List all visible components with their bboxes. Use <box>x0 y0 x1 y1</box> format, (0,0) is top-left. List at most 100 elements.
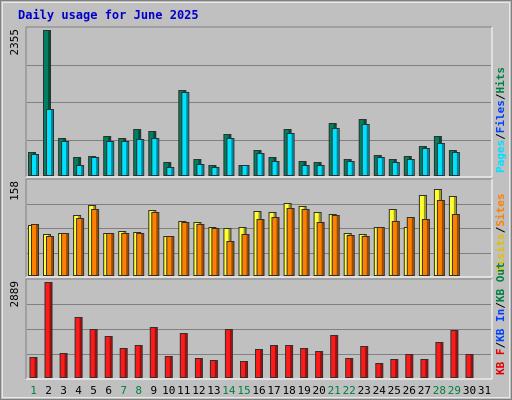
pages-bar <box>211 167 220 176</box>
sites-bar <box>391 221 400 276</box>
sites-bar <box>46 236 54 276</box>
x-tick-label: 5 <box>90 384 97 397</box>
kb-f-bar <box>390 359 399 378</box>
legend-separator: / <box>494 133 507 140</box>
pages-bar <box>271 161 280 176</box>
x-tick-label: 6 <box>105 384 112 397</box>
x-tick-label: 8 <box>135 384 142 397</box>
pages-bar <box>226 138 235 176</box>
sites-bar <box>136 233 145 276</box>
kb-f-bar <box>134 345 143 378</box>
legend-kb-in: KB In <box>494 309 507 342</box>
kb-f-bar <box>435 342 444 378</box>
sites-bar <box>436 200 445 276</box>
x-tick-label: 14 <box>222 384 236 397</box>
kb-f-bar <box>224 329 233 378</box>
x-tick-label: 18 <box>282 384 295 397</box>
kb-f-bar <box>300 348 309 378</box>
kb-f-bar <box>240 361 248 378</box>
kb-f-bar <box>179 333 188 378</box>
kb-f-bar <box>255 349 263 378</box>
kb-f-bar <box>450 330 459 378</box>
sites-bar <box>226 241 235 276</box>
sites-bar <box>166 236 175 276</box>
sites-bar <box>271 217 280 276</box>
pages-bar <box>391 162 400 176</box>
sites-bar <box>121 233 130 276</box>
x-tick-label: 30 <box>463 384 476 397</box>
sites-bar <box>376 227 385 276</box>
legend-hits: Hits <box>494 67 507 94</box>
pages-bar <box>196 164 205 176</box>
x-tick-label: 17 <box>267 384 280 397</box>
kb-f-bar <box>164 356 173 378</box>
x-tick-label: 24 <box>373 384 387 397</box>
pages-bar <box>61 141 70 176</box>
sites-bar <box>76 218 85 276</box>
pages-bar <box>301 165 310 176</box>
sites-bar <box>331 215 340 276</box>
pages-bar <box>181 92 190 176</box>
pages-bar <box>316 165 325 176</box>
sites-bar <box>196 224 205 276</box>
x-tick-label: 20 <box>312 384 325 397</box>
x-tick-label: 21 <box>328 384 341 397</box>
legend-pages: Pages <box>494 140 507 173</box>
x-tick-label: 7 <box>120 384 127 397</box>
x-tick-label: 26 <box>403 384 416 397</box>
legend-separator: / <box>494 226 507 233</box>
kb-f-bar <box>194 358 203 378</box>
x-tick-label: 4 <box>75 384 82 397</box>
pages-bar <box>286 133 295 176</box>
sites-bar <box>286 208 295 276</box>
kb-f-bar <box>29 357 38 378</box>
x-tick-label: 12 <box>192 384 205 397</box>
kb-f-bar <box>405 354 414 378</box>
pages-bar <box>151 138 160 176</box>
pages-bar <box>346 161 355 176</box>
x-tick-label: 23 <box>358 384 371 397</box>
x-tick-label: 28 <box>433 384 446 397</box>
pages-bar <box>166 167 175 176</box>
kb-f-bar <box>74 317 83 378</box>
pages-bar <box>106 141 115 176</box>
x-tick-label: 22 <box>343 384 356 397</box>
pages-bar <box>121 141 130 176</box>
legend-kb-out: KB Out <box>494 262 507 302</box>
sites-bar <box>181 222 190 276</box>
kb-f-bar <box>360 346 369 378</box>
x-tick-label: 1 <box>30 384 37 397</box>
legend-separator: / <box>494 93 507 100</box>
ymax-label: 2889 <box>8 281 21 308</box>
kb-f-bar <box>89 329 98 378</box>
sites-bar <box>346 235 355 276</box>
kb-f-bar <box>315 351 324 378</box>
sites-bar <box>451 214 460 276</box>
sites-bar <box>241 234 250 276</box>
kb-f-bar <box>375 363 384 378</box>
kb-f-bar <box>149 327 158 378</box>
pages-bar <box>421 148 430 176</box>
sites-bar <box>316 222 325 276</box>
pages-bar <box>91 157 100 176</box>
kb-f-bar <box>59 353 68 378</box>
x-tick-label: 27 <box>418 384 431 397</box>
pages-bar <box>256 153 265 176</box>
kb-f-bar <box>420 359 429 378</box>
legend: KB F/KB In/KB Out <box>494 262 507 375</box>
pages-bar <box>451 152 460 176</box>
legend-kb-f: KB F <box>494 349 507 376</box>
sites-bar <box>361 236 370 276</box>
legend-sites: Sites <box>494 194 507 227</box>
sites-bar <box>91 209 100 276</box>
pages-bar <box>136 139 145 176</box>
sites-bar <box>61 233 70 276</box>
sites-bar <box>421 219 430 276</box>
sites-bar <box>31 224 39 276</box>
pages-bar <box>241 165 250 176</box>
kb-f-bar <box>104 336 113 378</box>
